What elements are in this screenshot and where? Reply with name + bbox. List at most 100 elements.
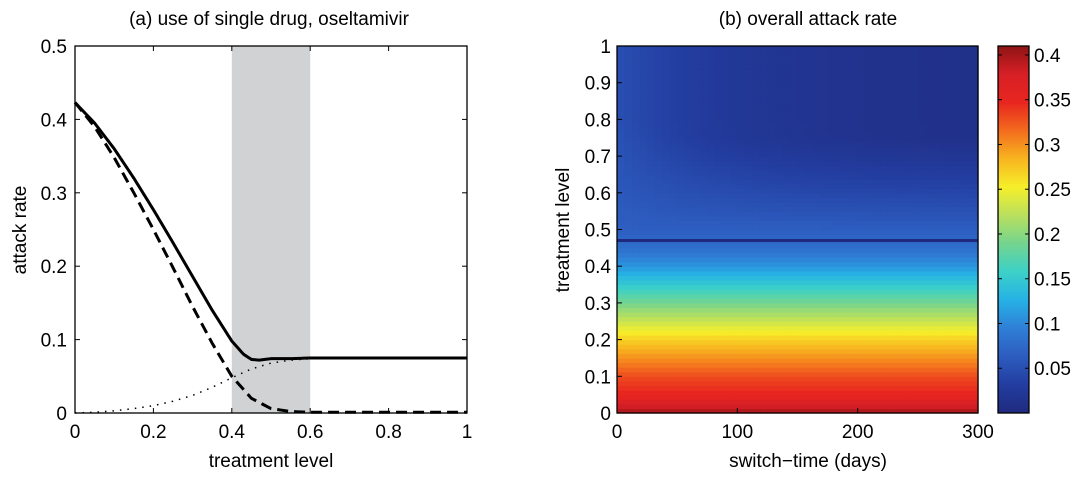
heatmap-cell	[947, 312, 957, 318]
heatmap-cell	[669, 78, 678, 84]
heatmap-cell	[677, 64, 686, 70]
heatmap-cell	[632, 289, 641, 295]
heatmap-cell	[842, 339, 851, 345]
heatmap-cell	[647, 357, 656, 364]
heatmap-cell	[737, 257, 746, 263]
heatmap-cell	[692, 73, 701, 79]
heatmap-cell	[737, 174, 746, 180]
heatmap-cell	[872, 160, 881, 166]
heatmap-cell	[744, 224, 753, 231]
heatmap-cell	[654, 46, 663, 52]
heatmap-cell	[759, 123, 769, 130]
heatmap-cell	[940, 325, 949, 332]
heatmap-cell	[774, 339, 784, 345]
heatmap-cell	[947, 197, 957, 203]
heatmap-cell	[857, 284, 866, 290]
heatmap-cell	[684, 279, 693, 286]
heatmap-cell	[632, 50, 641, 56]
heatmap-cell	[970, 123, 979, 130]
heatmap-cell	[820, 46, 829, 52]
heatmap-cell	[699, 348, 708, 354]
heatmap-cell	[820, 123, 829, 130]
heatmap-cell	[932, 257, 941, 263]
heatmap-cell	[669, 321, 678, 327]
heatmap-cell	[624, 156, 633, 162]
heatmap-cell	[895, 312, 904, 318]
heatmap-cell	[880, 344, 889, 350]
heatmap-cell	[835, 325, 844, 332]
heatmap-cell	[617, 59, 626, 65]
heatmap-cell	[812, 408, 821, 414]
heatmap-cell	[910, 201, 919, 208]
heatmap-cell	[902, 247, 911, 254]
heatmap-cell	[940, 101, 949, 107]
heatmap-cell	[782, 344, 791, 350]
heatmap-cell	[865, 371, 874, 377]
heatmap-cell	[932, 229, 941, 235]
heatmap-cell	[955, 390, 964, 396]
heatmap-cell	[752, 91, 761, 98]
heatmap-cell	[774, 367, 784, 373]
heatmap-cell	[955, 55, 964, 61]
heatmap-cell	[962, 64, 972, 70]
heatmap-cell	[932, 353, 941, 359]
heatmap-cell	[902, 201, 911, 208]
heatmap-cell	[865, 160, 874, 166]
heatmap-cell	[729, 137, 738, 143]
heatmap-cell	[632, 394, 641, 400]
heatmap-cell	[767, 275, 776, 281]
heatmap-cell	[692, 123, 701, 130]
heatmap-cell	[782, 59, 791, 65]
heatmap-cell	[789, 206, 799, 212]
heatmap-cell	[925, 247, 934, 254]
heatmap-cell	[917, 275, 926, 281]
heatmap-cell	[714, 142, 723, 148]
heatmap-cell	[692, 385, 701, 391]
heatmap-cell	[827, 376, 836, 382]
heatmap-cell	[759, 284, 769, 290]
heatmap-cell	[880, 307, 889, 313]
heatmap-cell	[910, 59, 919, 65]
heatmap-cell	[835, 73, 844, 79]
heatmap-cell	[962, 403, 972, 410]
heatmap-cell	[835, 114, 844, 120]
heatmap-cell	[654, 188, 663, 194]
heatmap-cell	[617, 408, 626, 414]
heatmap-cell	[902, 165, 911, 171]
heatmap-cell	[872, 367, 881, 373]
heatmap-cell	[617, 215, 626, 221]
heatmap-cell	[865, 188, 874, 194]
heatmap-cell	[714, 275, 723, 281]
heatmap-cell	[805, 220, 814, 226]
heatmap-cell	[707, 357, 716, 364]
heatmap-cell	[887, 312, 896, 318]
heatmap-cell	[662, 133, 671, 139]
heatmap-cell	[880, 266, 889, 272]
heatmap-cell	[865, 137, 874, 143]
heatmap-cell	[662, 68, 671, 75]
heatmap-cell	[684, 156, 693, 162]
heatmap-cell	[647, 293, 656, 299]
heatmap-cell	[662, 142, 671, 148]
y-tick-label: 0.3	[41, 184, 67, 205]
heatmap-cell	[940, 128, 949, 134]
heatmap-cell	[684, 46, 693, 52]
heatmap-cell	[970, 302, 979, 309]
heatmap-cell	[797, 82, 806, 88]
heatmap-cell	[880, 229, 889, 235]
heatmap-cell	[617, 403, 626, 410]
heatmap-cell	[827, 64, 836, 70]
heatmap-cell	[902, 284, 911, 290]
heatmap-cell	[692, 46, 701, 52]
heatmap-cell	[722, 220, 731, 226]
heatmap-cell	[955, 188, 964, 194]
heatmap-cell	[699, 174, 708, 180]
heatmap-cell	[647, 266, 656, 272]
heatmap-cell	[759, 229, 769, 235]
heatmap-cell	[850, 408, 859, 414]
heatmap-cell	[789, 289, 799, 295]
heatmap-cell	[744, 87, 753, 93]
heatmap-cell	[940, 165, 949, 171]
heatmap-cell	[752, 46, 761, 52]
heatmap-cell	[714, 289, 723, 295]
